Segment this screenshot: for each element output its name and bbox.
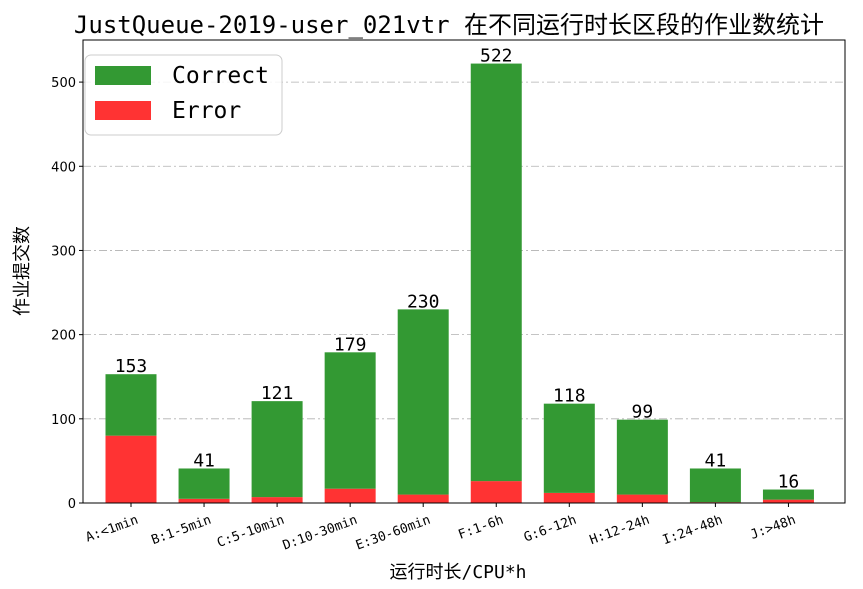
- legend-swatch-correct: [95, 66, 151, 85]
- bar-total-label: 153: [115, 356, 148, 377]
- y-tick-label: 0: [68, 497, 76, 512]
- bar-error: [470, 481, 522, 503]
- bar-total-label: 16: [778, 472, 800, 493]
- y-tick-label: 100: [51, 413, 76, 428]
- bar-correct: [397, 309, 449, 495]
- x-tick-label: G:6-12h: [522, 513, 579, 546]
- legend-label-error: Error: [172, 98, 241, 124]
- bar-correct: [762, 489, 814, 500]
- data-labels: 153 41 121 179 230 522 118 99 41 16: [115, 46, 800, 493]
- legend-label-correct: Correct: [172, 63, 269, 89]
- bar-total-label: 230: [407, 291, 440, 312]
- bar-error: [616, 494, 668, 503]
- bar-total-label: 118: [553, 386, 586, 407]
- bar-error: [324, 488, 376, 503]
- bar-total-label: 121: [261, 383, 294, 404]
- x-tick-label: H:12-24h: [588, 513, 652, 549]
- bar-correct: [470, 63, 522, 482]
- y-tick-label: 200: [51, 329, 76, 344]
- bar-error: [543, 492, 595, 503]
- x-tick-label: B:1-5min: [149, 513, 213, 549]
- x-tick-label: A:<1min: [84, 513, 141, 546]
- y-axis-label: 作业提交数: [12, 226, 33, 316]
- bar-correct: [178, 468, 230, 499]
- y-tick-label: 500: [51, 76, 76, 91]
- bar-total-label: 99: [632, 402, 654, 423]
- x-tick-label: C:5-10min: [215, 513, 286, 551]
- bar-error: [178, 498, 230, 503]
- x-axis: A:<1min B:1-5min C:5-10minD:10-30minE:30-6…: [84, 503, 798, 554]
- y-axis: 0 100 200 300 400 500: [51, 76, 83, 512]
- bar-correct: [543, 403, 595, 493]
- bar-correct: [616, 419, 668, 495]
- bar-correct: [324, 352, 376, 489]
- bars: [105, 63, 814, 503]
- bar-correct: [105, 374, 157, 436]
- bar-error: [397, 494, 449, 503]
- bar-error: [762, 499, 814, 503]
- x-tick-label: J:>48h: [749, 513, 798, 543]
- x-tick-label: I:24-48h: [661, 513, 725, 549]
- bar-total-label: 41: [705, 450, 727, 471]
- bar-total-label: 522: [480, 46, 513, 67]
- bar-error: [251, 497, 303, 503]
- x-axis-label: 运行时长/CPU*h: [389, 562, 526, 583]
- chart-title: JustQueue-2019-user_021vtr 在不同运行时长区段的作业数…: [74, 11, 824, 39]
- legend-swatch-error: [95, 101, 151, 120]
- y-tick-label: 300: [51, 244, 76, 259]
- bar-error: [105, 435, 157, 503]
- bar-correct: [251, 401, 303, 498]
- y-tick-label: 400: [51, 160, 76, 175]
- bar-total-label: 41: [193, 450, 215, 471]
- bar-correct: [689, 468, 741, 503]
- x-tick-label: D:10-30min: [281, 513, 360, 554]
- legend: Correct Error: [84, 54, 283, 136]
- gridlines: [83, 81, 845, 420]
- plot-frame: [82, 39, 846, 504]
- x-tick-label: F:1-6h: [456, 513, 505, 543]
- bar-total-label: 179: [334, 334, 367, 355]
- x-tick-label: E:30-60min: [354, 513, 433, 554]
